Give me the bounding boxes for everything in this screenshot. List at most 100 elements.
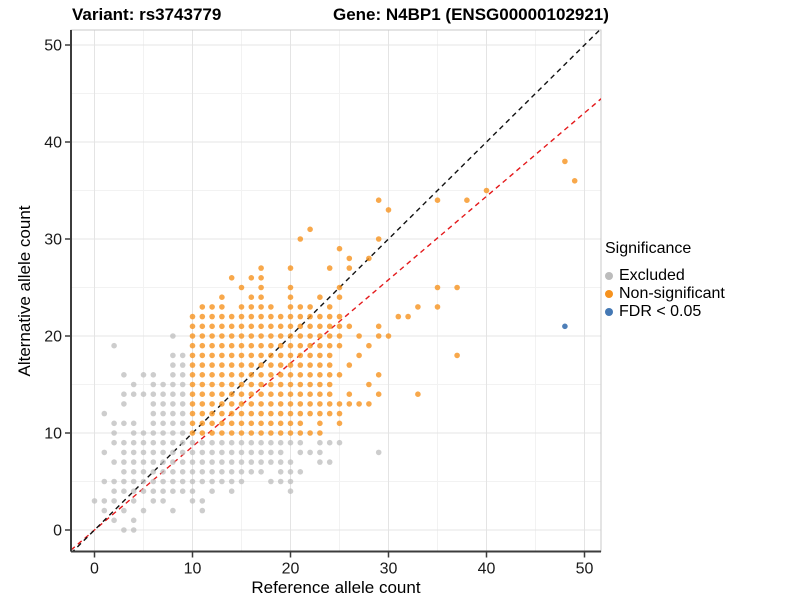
- data-point: [307, 333, 313, 339]
- data-point: [248, 275, 255, 281]
- data-point: [297, 352, 304, 359]
- data-point: [268, 313, 274, 320]
- data-point: [248, 459, 255, 465]
- data-point: [248, 420, 255, 427]
- data-point: [268, 333, 274, 339]
- data-point: [130, 517, 137, 524]
- data-point: [297, 469, 304, 475]
- data-point: [140, 449, 147, 456]
- data-point: [238, 391, 245, 398]
- data-point: [121, 420, 127, 427]
- data-point: [150, 401, 157, 407]
- data-point: [209, 304, 215, 310]
- data-point: [209, 333, 215, 339]
- data-point: [189, 362, 196, 368]
- data-point: [189, 410, 196, 417]
- data-point: [121, 527, 127, 533]
- data-point: [297, 342, 304, 349]
- data-point: [415, 304, 421, 310]
- data-point: [346, 362, 353, 368]
- data-point: [228, 401, 235, 407]
- data-point: [248, 401, 255, 407]
- data-point: [297, 236, 304, 242]
- data-point: [483, 187, 490, 194]
- data-point: [219, 459, 225, 465]
- data-point: [219, 391, 225, 398]
- data-point: [199, 507, 206, 514]
- data-point: [219, 381, 225, 388]
- data-point: [336, 313, 343, 320]
- data-point: [150, 391, 157, 398]
- data-point: [336, 323, 343, 330]
- data-point: [160, 459, 166, 465]
- data-point: [140, 439, 147, 446]
- data-point: [238, 410, 245, 417]
- data-point: [277, 323, 284, 330]
- data-point: [121, 459, 127, 465]
- data-point: [228, 372, 235, 378]
- data-point: [346, 255, 353, 262]
- data-point: [111, 478, 117, 485]
- data-point: [238, 323, 245, 330]
- data-point: [101, 410, 108, 417]
- data-point: [209, 439, 215, 446]
- data-point: [140, 391, 147, 398]
- data-point: [121, 449, 127, 456]
- data-point: [277, 313, 284, 320]
- data-point: [297, 449, 304, 456]
- data-point: [287, 459, 294, 465]
- data-point: [179, 420, 186, 427]
- data-point: [170, 391, 176, 398]
- data-point: [160, 391, 166, 398]
- data-point: [277, 478, 284, 485]
- data-point: [366, 342, 372, 349]
- data-point: [336, 401, 343, 407]
- data-point: [307, 372, 313, 378]
- excluded-dot-icon: [605, 272, 613, 280]
- data-point: [228, 449, 235, 456]
- data-point: [238, 469, 245, 475]
- data-point: [219, 313, 225, 320]
- data-point: [209, 478, 215, 485]
- data-point: [209, 410, 215, 417]
- data-point: [238, 401, 245, 407]
- data-point: [199, 420, 206, 427]
- data-point: [179, 401, 186, 407]
- data-point: [170, 488, 176, 495]
- data-point: [160, 488, 166, 495]
- gene-title: Gene: N4BP1 (ENSG00000102921): [333, 5, 609, 24]
- data-point: [248, 352, 255, 359]
- data-point: [317, 323, 323, 330]
- data-point: [346, 265, 353, 271]
- data-point: [287, 284, 294, 291]
- data-point: [317, 430, 323, 436]
- data-point: [199, 333, 206, 339]
- data-point: [405, 313, 411, 320]
- data-point: [150, 430, 157, 436]
- non-significant-dot-icon: [605, 290, 613, 298]
- y-tick-label: 20: [44, 329, 62, 346]
- data-point: [170, 469, 176, 475]
- axis-lines: [70, 30, 601, 553]
- data-point: [248, 313, 255, 320]
- data-point: [287, 439, 294, 446]
- data-point: [130, 430, 137, 436]
- data-point: [297, 401, 304, 407]
- data-point: [277, 401, 284, 407]
- data-point: [317, 372, 323, 378]
- data-point: [150, 459, 157, 465]
- data-point: [140, 469, 147, 475]
- data-point: [219, 469, 225, 475]
- data-point: [258, 265, 264, 271]
- data-point: [219, 304, 225, 310]
- data-point: [317, 313, 323, 320]
- data-point: [228, 333, 235, 339]
- data-point: [189, 430, 196, 436]
- data-point: [297, 439, 304, 446]
- data-point: [258, 449, 264, 456]
- data-point: [199, 352, 206, 359]
- data-point: [297, 372, 304, 378]
- data-point: [297, 410, 304, 417]
- series-excluded: [91, 333, 382, 533]
- data-point: [140, 478, 147, 485]
